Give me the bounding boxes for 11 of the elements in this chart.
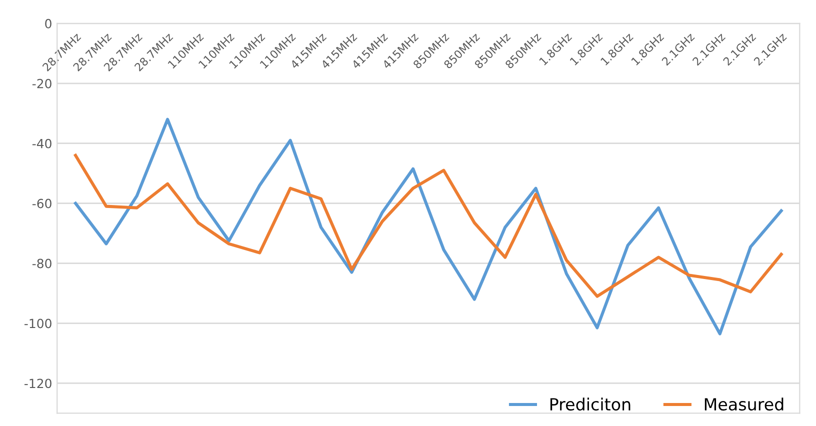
y-tick-label: -80 [32, 258, 52, 268]
y-tick-label: -120 [24, 378, 52, 388]
y-tick-label: -40 [32, 138, 52, 148]
y-tick-label: -100 [24, 318, 52, 328]
y-tick-label: -20 [32, 78, 52, 88]
line-series [74, 154, 783, 298]
line-series [74, 118, 783, 336]
y-tick-label: -60 [32, 198, 52, 208]
legend-label: Prediciton [550, 398, 630, 411]
y-tick-label: 0 [45, 18, 52, 28]
legend-label: Measured [704, 398, 784, 411]
